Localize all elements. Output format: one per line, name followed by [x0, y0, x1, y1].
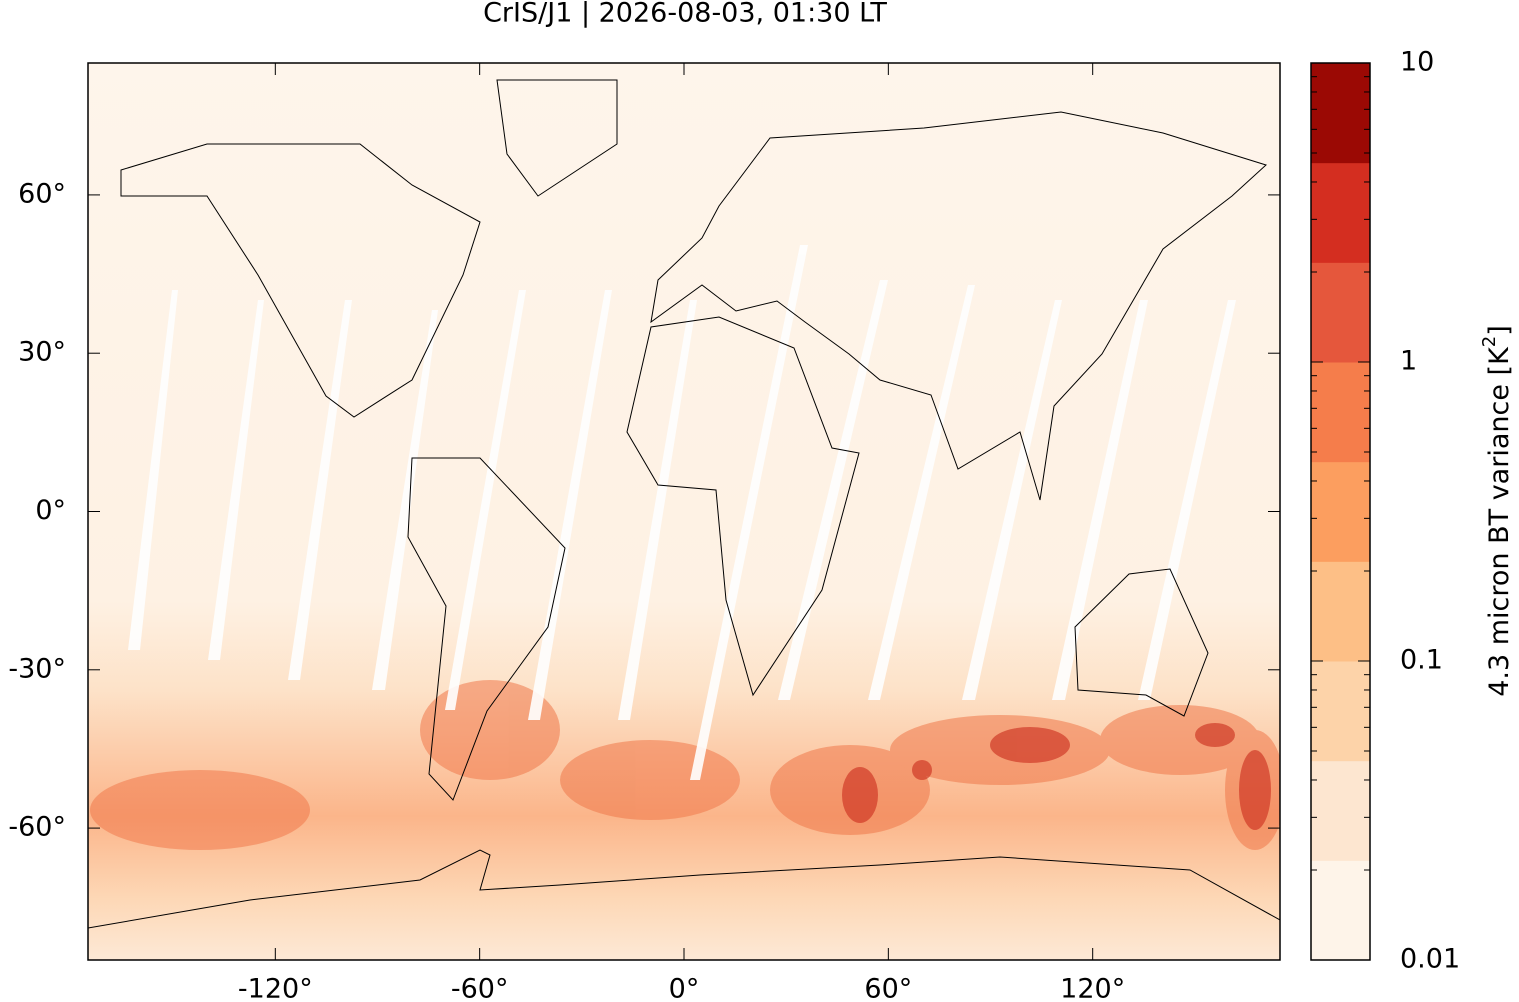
x-tick-label: 0°: [669, 974, 700, 1002]
y-tick-label: -60°: [8, 812, 66, 843]
colorbar-band: [1311, 162, 1370, 263]
colorbar-band: [1311, 362, 1370, 463]
colorbar-band: [1311, 461, 1370, 562]
colorbar-band: [1311, 661, 1370, 762]
swath-gaps: [128, 245, 1236, 780]
x-tick-label: -60°: [451, 974, 509, 1002]
colorbar: 0.01 0.1 1 10: [1310, 47, 1460, 975]
chart-title: CrIS/J1 | 2026-08-03, 01:30 LT: [483, 0, 887, 29]
colorbar-tick-label: 1: [1400, 346, 1417, 377]
variance-peaks: [842, 723, 1271, 830]
colorbar-band: [1311, 63, 1370, 164]
colorbar-label-text: 4.3 micron BT variance [K: [1484, 346, 1515, 697]
y-tick-label: 0°: [35, 495, 66, 526]
x-tick-label: -120°: [238, 974, 313, 1002]
coastlines: [88, 79, 1280, 929]
colorbar-tick-label: 0.1: [1400, 645, 1443, 676]
x-tick-label: 60°: [864, 974, 912, 1002]
colorbar-band: [1311, 262, 1370, 363]
y-tick-label: 30°: [18, 337, 66, 368]
colorbar-band: [1311, 760, 1370, 861]
y-tick-label: -30°: [8, 653, 66, 684]
x-tick-label: 120°: [1060, 974, 1125, 1002]
colorbar-frame: [1310, 62, 1371, 961]
colorbar-band: [1311, 860, 1370, 961]
colorbar-label: 4.3 micron BT variance [K2]: [1479, 325, 1515, 697]
colorbar-band: [1311, 561, 1370, 662]
colorbar-tick-label: 10: [1400, 47, 1434, 78]
colorbar-label-sup: 2: [1479, 336, 1500, 347]
colorbar-label-end: ]: [1484, 325, 1515, 336]
colorbar-tick-label: 0.01: [1400, 944, 1460, 975]
y-tick-label: 60°: [18, 178, 66, 209]
map-field: [88, 63, 1280, 960]
